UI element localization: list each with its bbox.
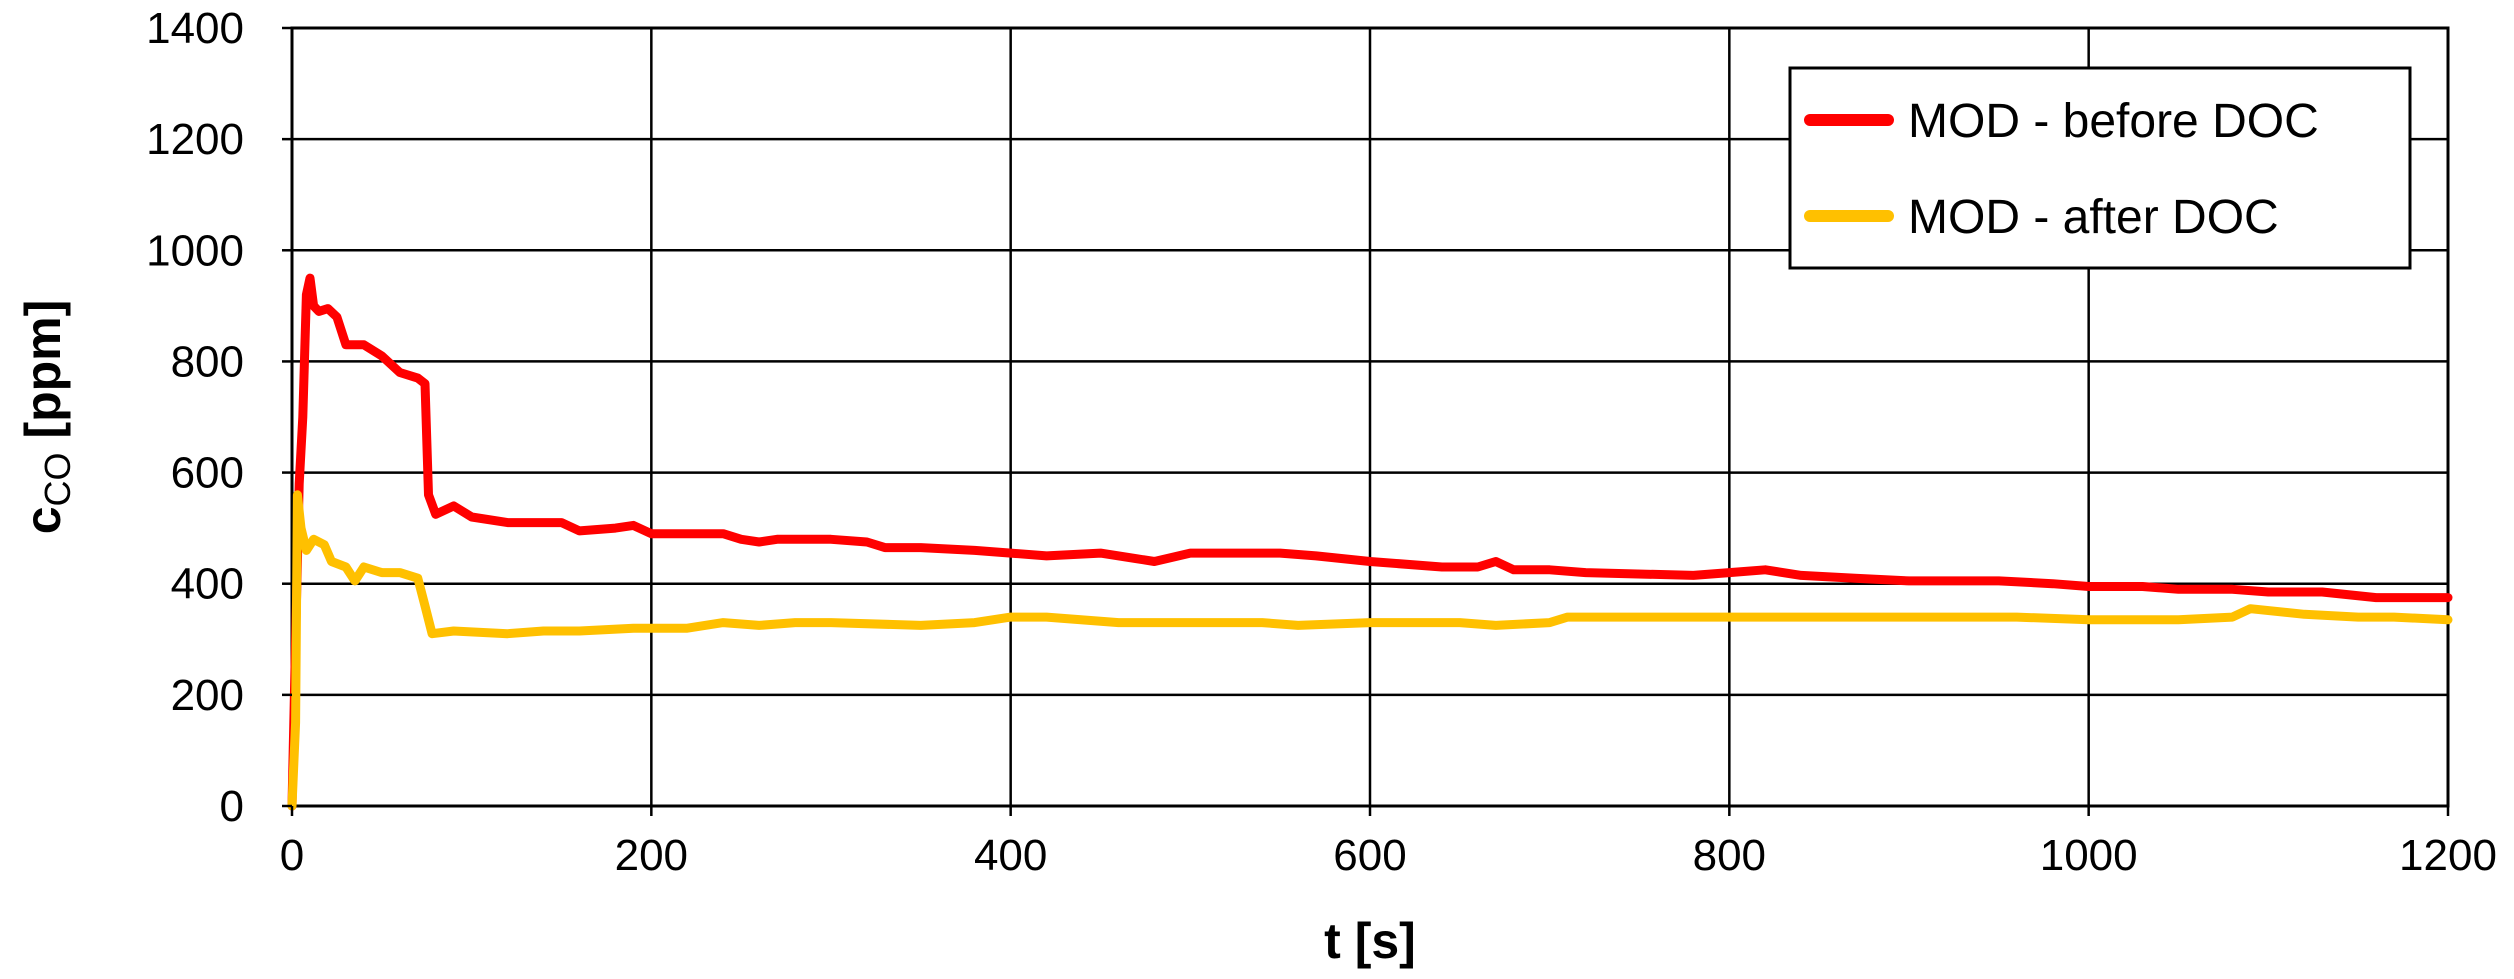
legend-label-1: MOD - before DOC (1908, 95, 2319, 148)
y-tick-label: 0 (220, 782, 244, 831)
y-tick-label: 200 (171, 671, 244, 720)
y-axis-title-subscript: CO (37, 452, 78, 506)
y-tick-label: 400 (171, 560, 244, 609)
x-tick-label: 0 (280, 831, 304, 880)
x-axis-title: t [s] (1324, 913, 1416, 969)
legend-box (1788, 66, 2412, 270)
series-line-2 (287, 490, 2453, 811)
y-axis-title-unit: [ppm] (15, 300, 71, 453)
x-tick-label: 400 (974, 831, 1047, 880)
legend: MOD - before DOC MOD - after DOC (1788, 66, 2412, 270)
x-tick-label: 1200 (2399, 831, 2497, 880)
x-tick-label: 600 (1333, 831, 1406, 880)
y-tick-label: 600 (171, 449, 244, 498)
y-tick-label: 1000 (146, 226, 244, 275)
legend-label-2: MOD - after DOC (1908, 191, 2279, 244)
series-layer (287, 273, 2453, 811)
series-line-1 (287, 273, 2453, 811)
x-tick-label: 200 (615, 831, 688, 880)
y-axis-ticks: 0 200 400 600 800 1000 1200 1400 (146, 4, 292, 831)
x-tick-label: 800 (1693, 831, 1766, 880)
y-tick-label: 800 (171, 337, 244, 386)
y-tick-label: 1400 (146, 4, 244, 53)
y-tick-label: 1200 (146, 115, 244, 164)
x-axis-ticks: 0 200 400 600 800 1000 1200 (280, 806, 2497, 880)
x-tick-label: 1000 (2040, 831, 2138, 880)
y-axis-title: cCO [ppm] (15, 300, 78, 535)
y-axis-title-main: c (15, 506, 71, 534)
